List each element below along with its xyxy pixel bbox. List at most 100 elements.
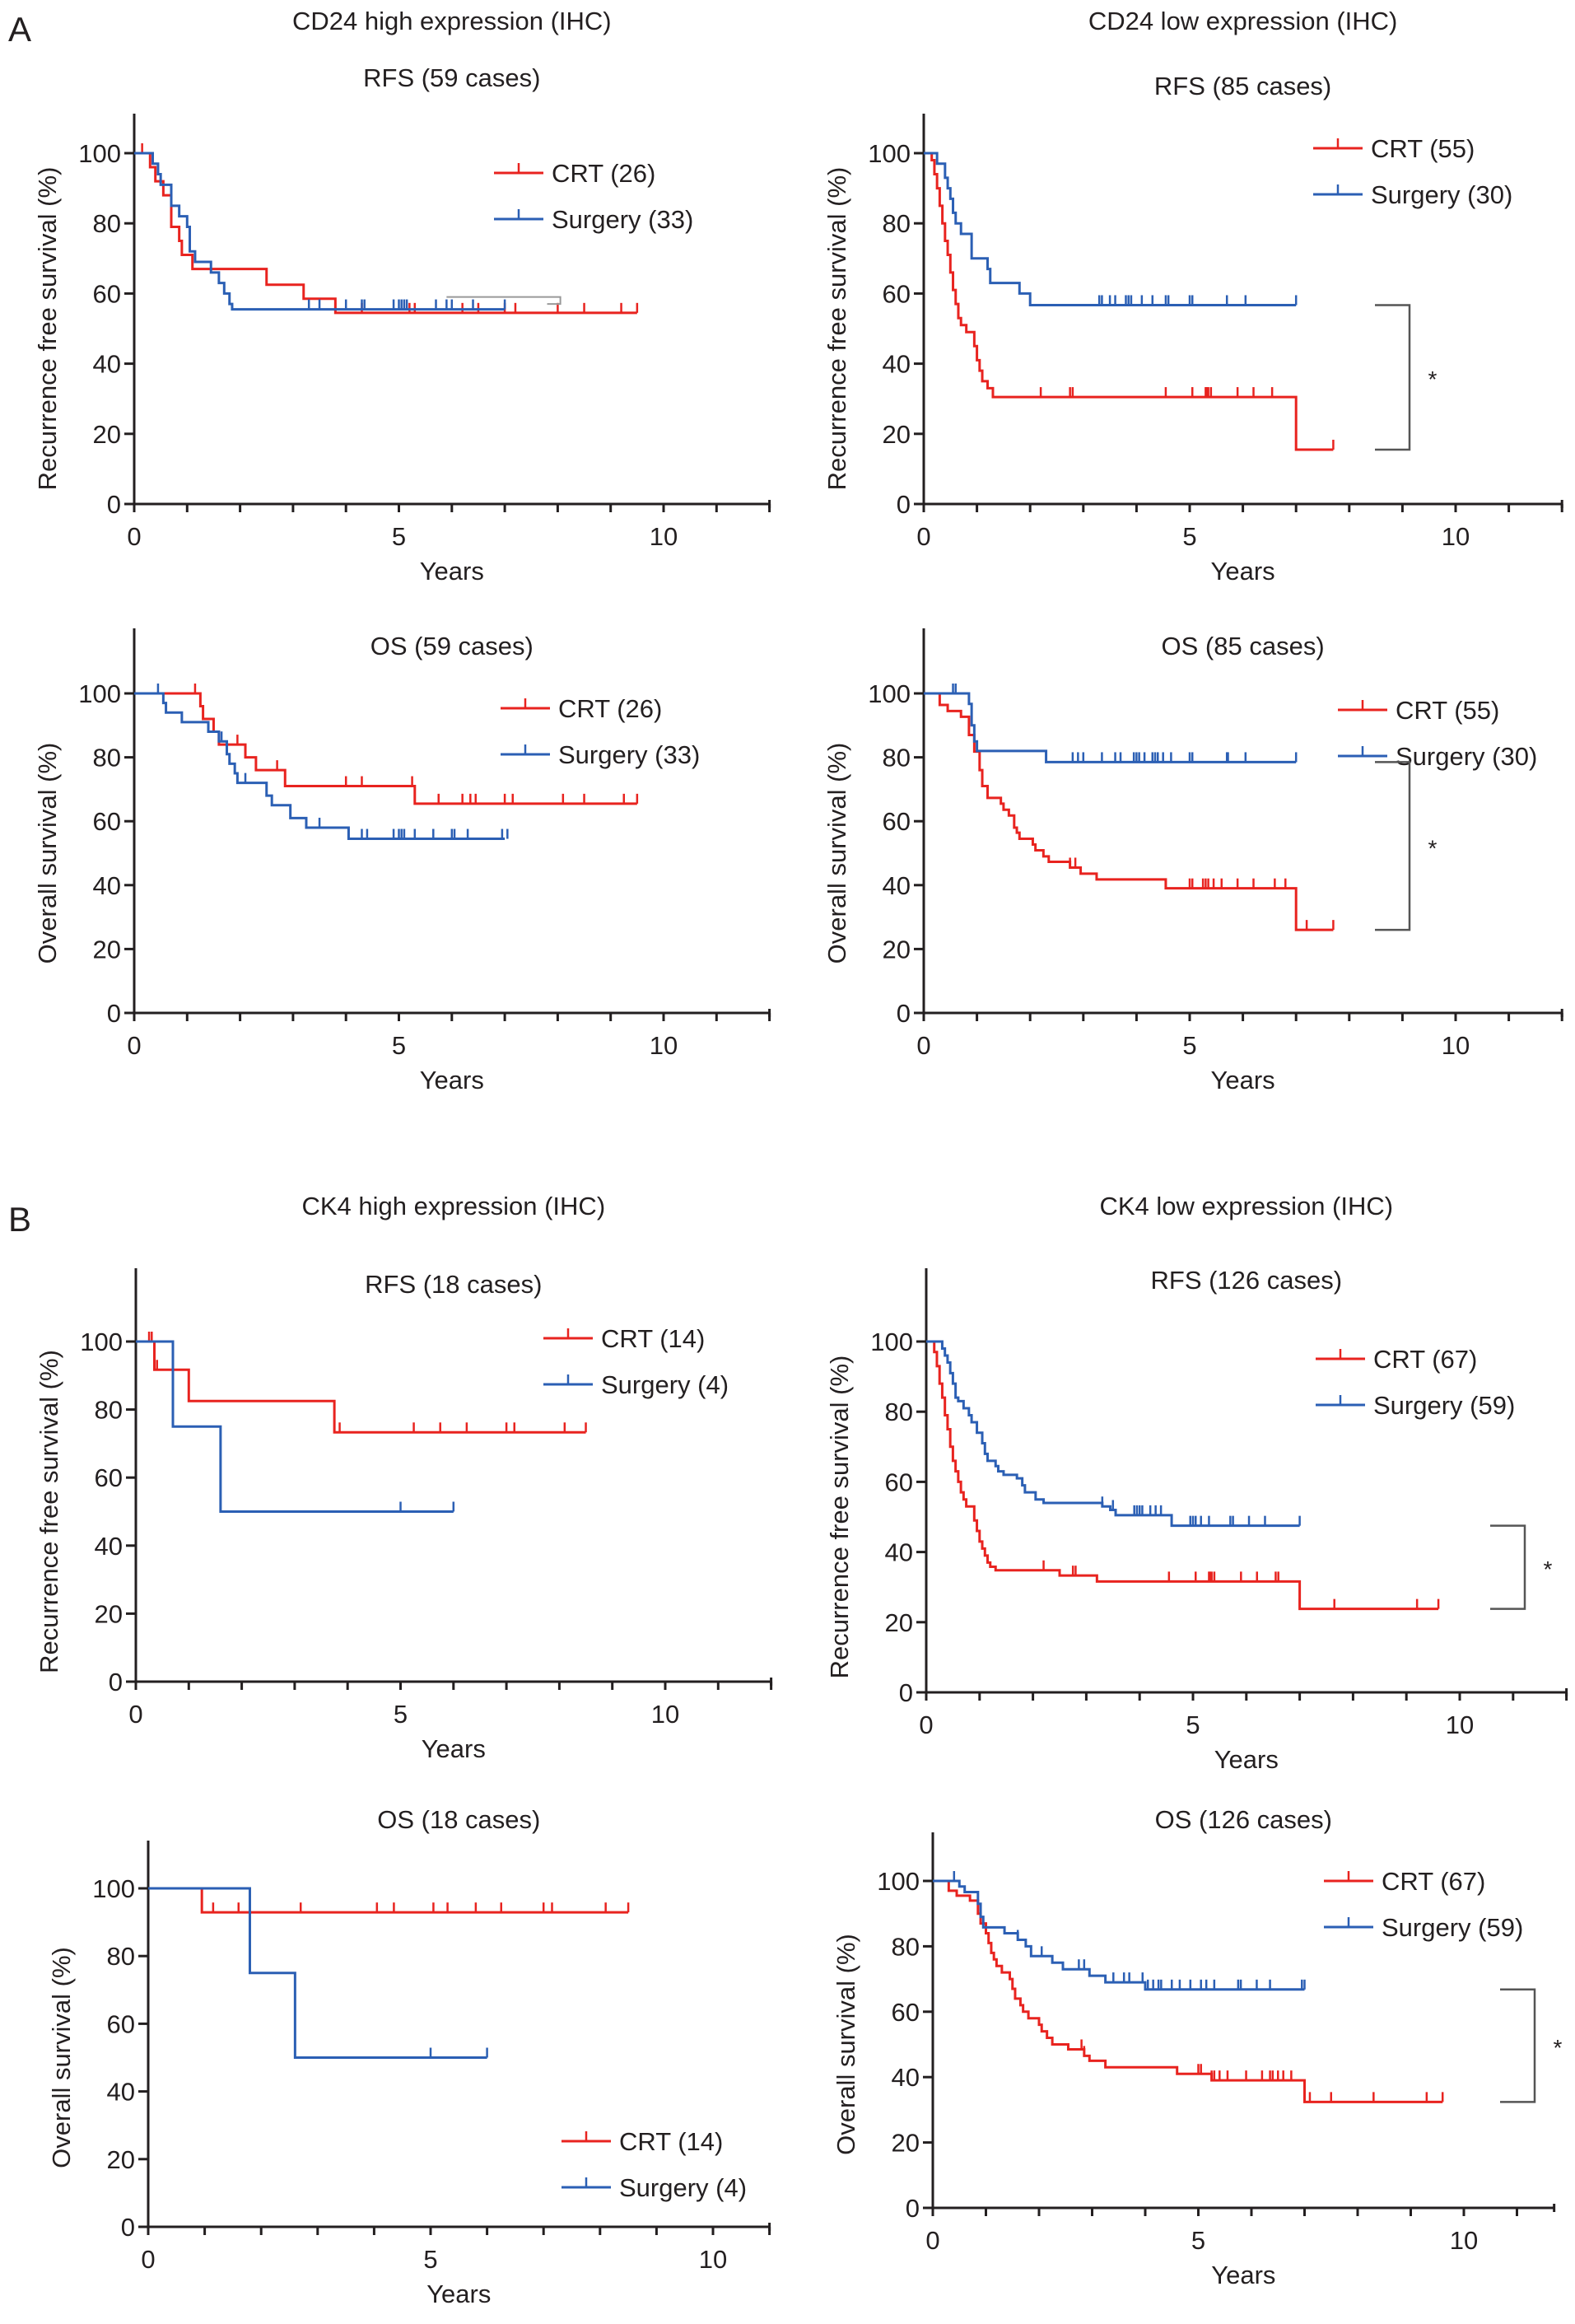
y-axis-label: Recurrence free survival (%) — [825, 1356, 854, 1679]
crt-legend-label: CRT (67) — [1382, 1867, 1485, 1896]
surgery-survival-curve — [924, 152, 1297, 306]
y-tick-label: 20 — [883, 420, 911, 449]
group-title: CK4 low expression (IHC) — [1099, 1192, 1393, 1220]
surgery-survival-curve — [148, 1887, 487, 2059]
crt-survival-curve — [134, 692, 637, 805]
km-panel-7: OS (18 cases) 0 20 40 60 80 100 0 5 10 Years Overal… — [47, 1805, 771, 2308]
x-tick-label: 0 — [919, 1710, 933, 1739]
y-tick-label: 80 — [883, 744, 911, 772]
y-tick-label: 100 — [877, 1867, 920, 1896]
x-tick-label: 10 — [650, 522, 678, 551]
x-tick-label: 10 — [650, 1031, 678, 1060]
x-tick-label: 10 — [699, 2245, 727, 2274]
surgery-legend-label: Surgery (59) — [1373, 1391, 1515, 1420]
crt-survival-curve — [134, 152, 637, 315]
panel-title: RFS (85 cases) — [1154, 72, 1331, 100]
x-axis-label: Years — [422, 1734, 486, 1763]
x-tick-label: 5 — [1191, 2226, 1205, 2255]
panel-title: OS (18 cases) — [377, 1805, 540, 1834]
surgery-survival-curve — [134, 152, 506, 311]
crt-legend-label: CRT (14) — [619, 2127, 723, 2156]
y-tick-label: 0 — [897, 490, 911, 519]
y-axis-label: Recurrence free survival (%) — [35, 1350, 63, 1673]
y-tick-label: 60 — [95, 1463, 123, 1492]
surgery-legend-label: Surgery (33) — [552, 205, 693, 234]
y-tick-label: 40 — [95, 1532, 123, 1561]
x-tick-label: 0 — [128, 1700, 142, 1729]
panel-title: OS (59 cases) — [370, 632, 534, 660]
y-axis-label: Overall survival (%) — [47, 1947, 76, 2168]
y-tick-label: 40 — [93, 871, 121, 900]
y-tick-label: 60 — [885, 1468, 913, 1496]
group-title: CK4 high expression (IHC) — [301, 1192, 605, 1220]
crt-survival-curve — [924, 692, 1334, 931]
y-axis-label: Overall survival (%) — [33, 743, 62, 964]
crt-survival-curve — [926, 1340, 1439, 1611]
crt-survival-curve — [933, 1879, 1443, 2103]
x-tick-label: 10 — [1442, 522, 1470, 551]
y-tick-label: 80 — [885, 1398, 913, 1426]
surgery-legend-label: Surgery (59) — [1382, 1913, 1523, 1942]
crt-legend-label: CRT (26) — [558, 694, 662, 723]
crt-legend-label: CRT (55) — [1371, 134, 1475, 163]
y-tick-label: 20 — [95, 1599, 123, 1628]
y-tick-label: 0 — [107, 999, 121, 1028]
x-tick-label: 5 — [1186, 1710, 1200, 1739]
y-tick-label: 60 — [93, 279, 121, 308]
significance-asterisk: * — [1554, 2035, 1563, 2060]
surgery-survival-curve — [136, 1340, 454, 1513]
y-axis-label: Overall survival (%) — [822, 743, 851, 964]
x-axis-label: Years — [420, 1066, 484, 1094]
y-axis-label: Recurrence free survival (%) — [33, 167, 62, 491]
km-panel-1: CD24 high expression (IHC) RFS (59 cases)… — [33, 7, 771, 586]
surgery-survival-curve — [926, 1340, 1300, 1528]
panel-title: OS (85 cases) — [1162, 632, 1325, 660]
panel-title: RFS (18 cases) — [365, 1270, 542, 1299]
group-title: CD24 high expression (IHC) — [292, 7, 612, 35]
y-tick-label: 40 — [93, 350, 121, 379]
km-panel-5: CK4 high expression (IHC) RFS (18 cases) 0… — [35, 1192, 773, 1763]
panels: CD24 high expression (IHC) RFS (59 cases)… — [33, 7, 1568, 2308]
surgery-legend-label: Surgery (30) — [1371, 180, 1512, 209]
y-tick-label: 80 — [883, 209, 911, 238]
x-tick-label: 0 — [127, 1031, 141, 1060]
x-tick-label: 0 — [141, 2245, 155, 2274]
y-tick-label: 60 — [883, 807, 911, 836]
x-tick-label: 10 — [1442, 1031, 1470, 1060]
x-tick-label: 10 — [1446, 1710, 1474, 1739]
significance-asterisk: * — [1428, 835, 1438, 861]
y-tick-label: 100 — [870, 1328, 913, 1356]
x-tick-label: 5 — [1182, 1031, 1196, 1060]
x-tick-label: 0 — [916, 522, 930, 551]
y-tick-label: 0 — [121, 2213, 135, 2242]
x-tick-label: 5 — [1182, 522, 1196, 551]
significance-asterisk: * — [1544, 1556, 1553, 1582]
y-tick-label: 100 — [78, 679, 121, 708]
panel-title: RFS (126 cases) — [1151, 1266, 1343, 1295]
km-panel-2: CD24 low expression (IHC) RFS (85 cases) 0… — [822, 7, 1563, 586]
x-axis-label: Years — [1214, 1745, 1279, 1774]
km-panel-4: OS (85 cases) 0 20 40 60 80 100 0 5 10 Years Overal… — [822, 628, 1563, 1094]
surgery-legend-label: Surgery (4) — [601, 1370, 729, 1399]
y-axis-label: Recurrence free survival (%) — [822, 167, 851, 491]
y-tick-label: 80 — [107, 1942, 135, 1971]
x-axis-label: Years — [1211, 1066, 1275, 1094]
x-axis-label: Years — [1211, 2261, 1275, 2289]
y-tick-label: 20 — [93, 420, 121, 449]
panel-label-a: A — [8, 10, 31, 49]
significance-bracket — [1375, 304, 1411, 451]
x-tick-label: 0 — [127, 522, 141, 551]
significance-bracket — [1500, 1988, 1536, 2103]
y-tick-label: 20 — [885, 1608, 913, 1637]
surgery-survival-curve — [933, 1879, 1305, 1991]
crt-legend-label: CRT (67) — [1373, 1345, 1477, 1374]
y-tick-label: 0 — [109, 1668, 123, 1696]
y-tick-label: 40 — [892, 2063, 920, 2092]
significance-bracket — [1490, 1524, 1526, 1610]
y-tick-label: 100 — [92, 1874, 135, 1903]
panel-title: OS (126 cases) — [1155, 1805, 1332, 1834]
x-tick-label: 0 — [916, 1031, 930, 1060]
crt-survival-curve — [136, 1340, 586, 1434]
surgery-survival-curve — [134, 692, 506, 841]
